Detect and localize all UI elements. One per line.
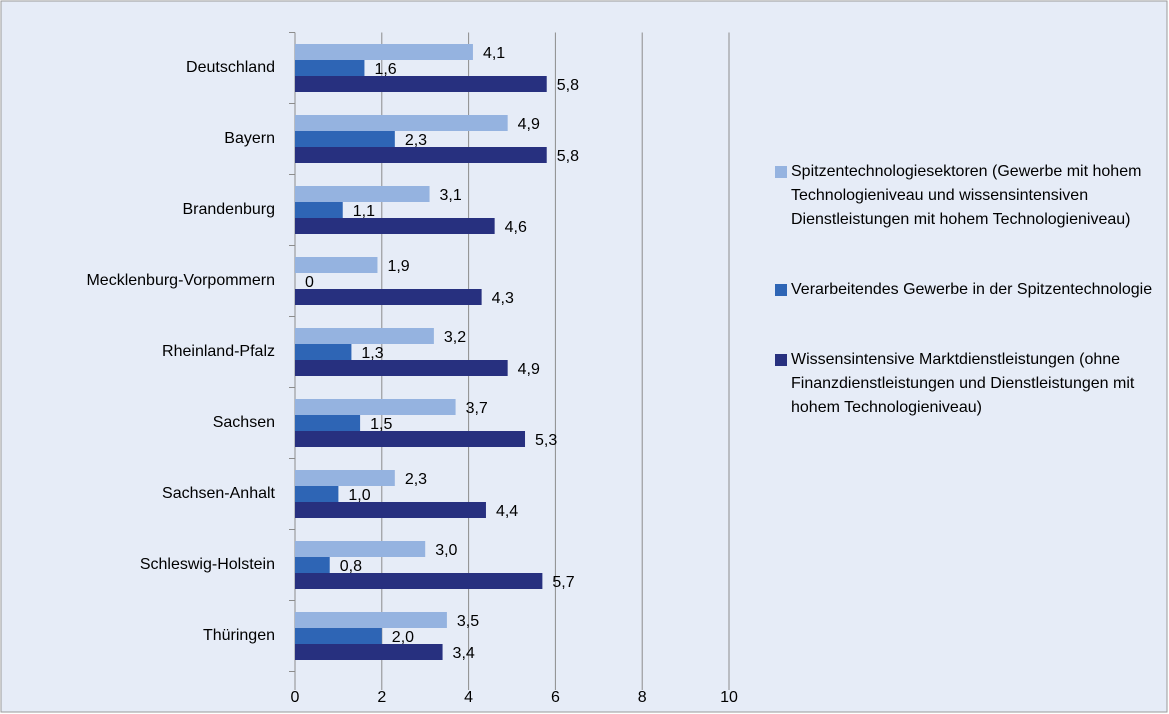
data-label: 3,5: [457, 613, 479, 630]
data-label: 5,7: [552, 574, 574, 591]
bar: [295, 257, 378, 273]
legend-item: Wissensintensive Marktdienstleistungen (…: [775, 348, 1155, 420]
bar: [295, 115, 508, 131]
legend-item: Spitzentechnologiesektoren (Gewerbe mit …: [775, 160, 1155, 232]
bar: [295, 344, 352, 360]
data-label: 1,9: [387, 258, 409, 275]
legend: Spitzentechnologiesektoren (Gewerbe mit …: [775, 160, 1155, 466]
data-label: 2,3: [405, 471, 427, 488]
data-label: 3,4: [453, 645, 475, 662]
legend-swatch: [775, 354, 787, 366]
data-label: 1,1: [353, 203, 375, 220]
data-label: 4,9: [518, 116, 540, 133]
x-tick-label: 8: [638, 689, 647, 706]
data-label: 4,4: [496, 503, 518, 520]
bar: [295, 541, 426, 557]
y-tick-label: Mecklenburg-Vorpommern: [86, 272, 275, 289]
bar: [295, 218, 495, 234]
bar: [295, 573, 543, 589]
legend-swatch: [775, 166, 787, 178]
bar: [295, 360, 508, 376]
x-tick-label: 10: [720, 689, 738, 706]
bar: [295, 612, 447, 628]
y-tick-label: Sachsen-Anhalt: [162, 485, 276, 502]
bar: [295, 502, 486, 518]
data-label: 1,5: [370, 416, 392, 433]
y-tick-label: Brandenburg: [182, 201, 275, 218]
data-label: 4,6: [505, 219, 527, 236]
bar: [295, 186, 430, 202]
data-label: 5,8: [557, 77, 579, 94]
bar: [295, 470, 395, 486]
data-label: 0: [305, 274, 314, 291]
y-tick-label: Sachsen: [213, 414, 275, 431]
bar: [295, 399, 456, 415]
bar: [295, 147, 547, 163]
data-label: 1,3: [361, 345, 383, 362]
y-tick-label: Schleswig-Holstein: [140, 556, 275, 573]
bar: [295, 44, 473, 60]
bar: [295, 431, 526, 447]
y-tick-label: Thüringen: [203, 627, 275, 644]
bar: [295, 328, 434, 344]
bar: [295, 76, 547, 92]
data-label: 1,0: [348, 487, 370, 504]
legend-label: Verarbeitendes Gewerbe in der Spitzentec…: [791, 281, 1153, 298]
data-label: 5,3: [535, 432, 557, 449]
data-label: 5,8: [557, 148, 579, 165]
bar: [295, 415, 361, 431]
y-tick-label: Deutschland: [186, 59, 275, 76]
data-label: 3,7: [466, 400, 488, 417]
bar: [295, 628, 382, 644]
bar: [295, 644, 443, 660]
data-label: 3,2: [444, 329, 466, 346]
x-tick-label: 2: [377, 689, 386, 706]
data-label: 2,3: [405, 132, 427, 149]
legend-item: Verarbeitendes Gewerbe in der Spitzentec…: [775, 278, 1155, 302]
bar: [295, 202, 343, 218]
y-tick-label: Bayern: [224, 130, 275, 147]
bar: [295, 131, 395, 147]
legend-label: Spitzentechnologiesektoren (Gewerbe mit …: [791, 163, 1142, 228]
data-label: 4,3: [492, 290, 514, 307]
bar: [295, 289, 482, 305]
y-tick-label: Rheinland-Pfalz: [162, 343, 275, 360]
data-label: 3,0: [435, 542, 457, 559]
data-label: 4,9: [518, 361, 540, 378]
legend-swatch: [775, 284, 787, 296]
data-label: 1,6: [374, 61, 396, 78]
bar: [295, 60, 365, 76]
x-tick-label: 0: [291, 689, 300, 706]
data-label: 3,1: [440, 187, 462, 204]
bar: [295, 486, 339, 502]
x-tick-label: 6: [551, 689, 560, 706]
data-label: 0,8: [340, 558, 362, 575]
data-label: 2,0: [392, 629, 414, 646]
legend-label: Wissensintensive Marktdienstleistungen (…: [791, 351, 1135, 416]
data-label: 4,1: [483, 45, 505, 62]
bar: [295, 557, 330, 573]
x-tick-label: 4: [464, 689, 473, 706]
